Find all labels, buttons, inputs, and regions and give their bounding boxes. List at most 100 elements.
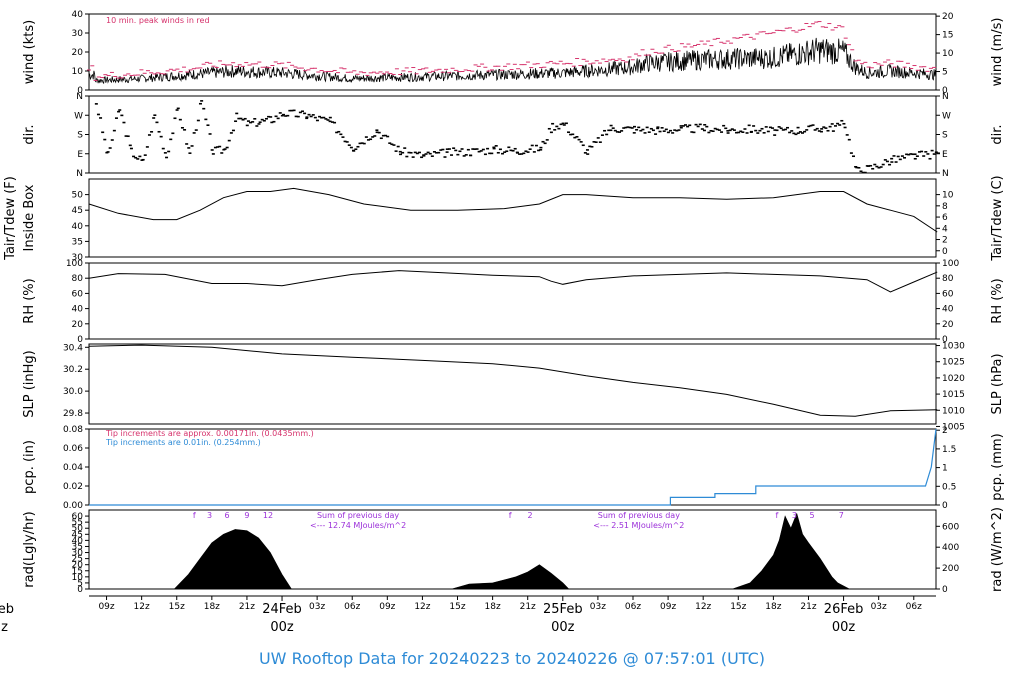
dir-point [907,153,911,156]
rad-day-3 [732,512,850,590]
temp-right-ytick-2: 4 [942,224,948,234]
dir-point [809,124,813,127]
x-tick-6: 06z [344,602,360,612]
dir-point [405,155,409,158]
dir-point [684,124,688,126]
dir-point [432,151,436,153]
dir-point [381,134,385,137]
dir-point [709,129,713,132]
dir-ylabel-right: dir. [990,124,1005,144]
rad-ytick-1: 5 [77,579,83,589]
dir-point [900,155,904,157]
dir-point [477,150,481,153]
temp-ytick-3: 45 [72,206,83,216]
dir-point [594,141,598,143]
dir-right-ytick-0: N [942,169,949,179]
pcp-right-ytick-4: 2 [942,426,948,436]
dir-point [747,124,751,127]
dir-point [688,124,692,127]
dir-point [213,146,217,149]
rad-ytick-5: 25 [72,555,83,565]
dir-point [369,138,373,141]
dir-point [192,132,196,134]
pcp-right-ytick-0: 0 [942,501,948,511]
dir-point [842,122,846,125]
rad-hour-mark-0: f [193,511,196,520]
dir-point [873,163,877,166]
dir-point [903,157,907,159]
dir-point [690,131,694,133]
dir-point [824,127,828,129]
dir-point [307,113,311,116]
dir-point [198,102,202,105]
dir-point [692,131,696,134]
dir-point [866,165,870,167]
dir-point [575,136,579,138]
dir-point [366,139,370,141]
dir-point [360,142,364,144]
day-label-1: 24Feb [262,602,302,617]
dir-point [656,127,660,130]
dir-point [375,129,379,131]
rh-ylabel-right: RH (%) [990,278,1005,323]
dir-right-ytick-1: E [942,150,948,160]
wind-right-ytick-0: 0 [942,86,948,96]
dir-point [545,139,549,141]
slp-ylabel-right: SLP (hPa) [990,353,1005,414]
x-tick-13: 06z [625,602,641,612]
rad-ytick-8: 40 [72,536,84,546]
dir-point [516,152,520,154]
dir-point [609,124,613,127]
rad-ytick-7: 35 [72,542,83,552]
dir-point [296,115,300,118]
dir-point [786,126,790,129]
wind-ylabel-right: wind (m/s) [990,18,1005,87]
dir-point [507,146,511,149]
temp-ylabel-2: Inside Box [22,184,37,251]
slp-right-ytick-5: 1030 [942,342,965,352]
dir-point [282,113,286,116]
x-tick-2: 15z [169,602,185,612]
dir-point [155,121,159,124]
dir-point [411,156,415,158]
dir-point [737,131,741,134]
dir-point [730,128,734,130]
dir-point [428,152,432,155]
dir-point [318,115,322,118]
rad-hour-mark-2: 6 [225,511,230,520]
temp-ytick-4: 50 [72,191,84,201]
dir-point [237,117,241,120]
dir-point [664,128,668,131]
rad-ytick-3: 15 [72,567,83,577]
slp-right-ytick-0: 1005 [942,422,965,432]
rad-day-sum-title-1: Sum of previous day [598,511,680,520]
dir-point [255,125,259,127]
dir-point [270,121,274,124]
dir-point [309,115,313,118]
dir-point [313,116,317,119]
dir-point [335,131,339,134]
dir-point [122,121,126,124]
dir-point [180,126,184,129]
dir-point [245,124,249,127]
rad-ytick-4: 20 [72,561,84,571]
dir-point [424,153,428,155]
x-tick-8: 12z [414,602,430,612]
dir-point [241,118,245,121]
dir-point [167,150,171,153]
x-tick-3: 18z [204,602,220,612]
dir-point [890,157,894,160]
wind-ytick-4: 40 [72,10,84,20]
dir-point [624,126,628,129]
dir-point [153,114,157,116]
dir-point [333,121,337,124]
wind-peak-series [87,21,937,81]
slp-ytick-1: 30.0 [63,387,83,397]
dir-point [861,171,865,174]
x-tick-16: 15z [730,602,746,612]
dir-point [384,134,388,137]
dir-point [394,150,398,152]
dir-point [343,140,347,143]
